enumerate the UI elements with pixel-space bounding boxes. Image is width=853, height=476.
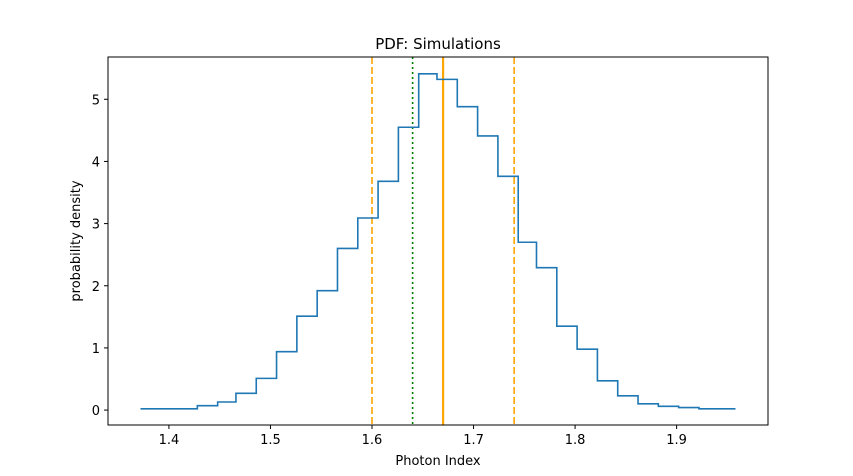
x-axis: 1.4 1.5 1.6 1.7 1.8 1.9 (159, 425, 687, 448)
x-tick-label: 1.4 (159, 433, 180, 448)
histogram-series (140, 72, 736, 410)
y-tick-label: 2 (92, 280, 100, 295)
y-tick-label: 3 (92, 218, 100, 233)
x-tick-label: 1.8 (565, 433, 586, 448)
x-tick-label: 1.7 (463, 433, 484, 448)
plot-area (140, 57, 736, 425)
y-axis: 0 1 2 3 4 5 (92, 93, 108, 419)
axes-frame (107, 56, 769, 426)
y-tick-label: 1 (92, 342, 100, 357)
x-axis-label: Photon Index (395, 454, 481, 469)
x-tick-label: 1.9 (666, 433, 687, 448)
y-tick-label: 4 (92, 155, 100, 170)
chart-title: PDF: Simulations (375, 35, 501, 53)
y-tick-label: 0 (92, 404, 100, 419)
y-axis-label: probability density (69, 180, 84, 301)
x-tick-label: 1.6 (362, 433, 383, 448)
x-tick-label: 1.5 (260, 433, 281, 448)
y-tick-label: 5 (92, 93, 100, 108)
